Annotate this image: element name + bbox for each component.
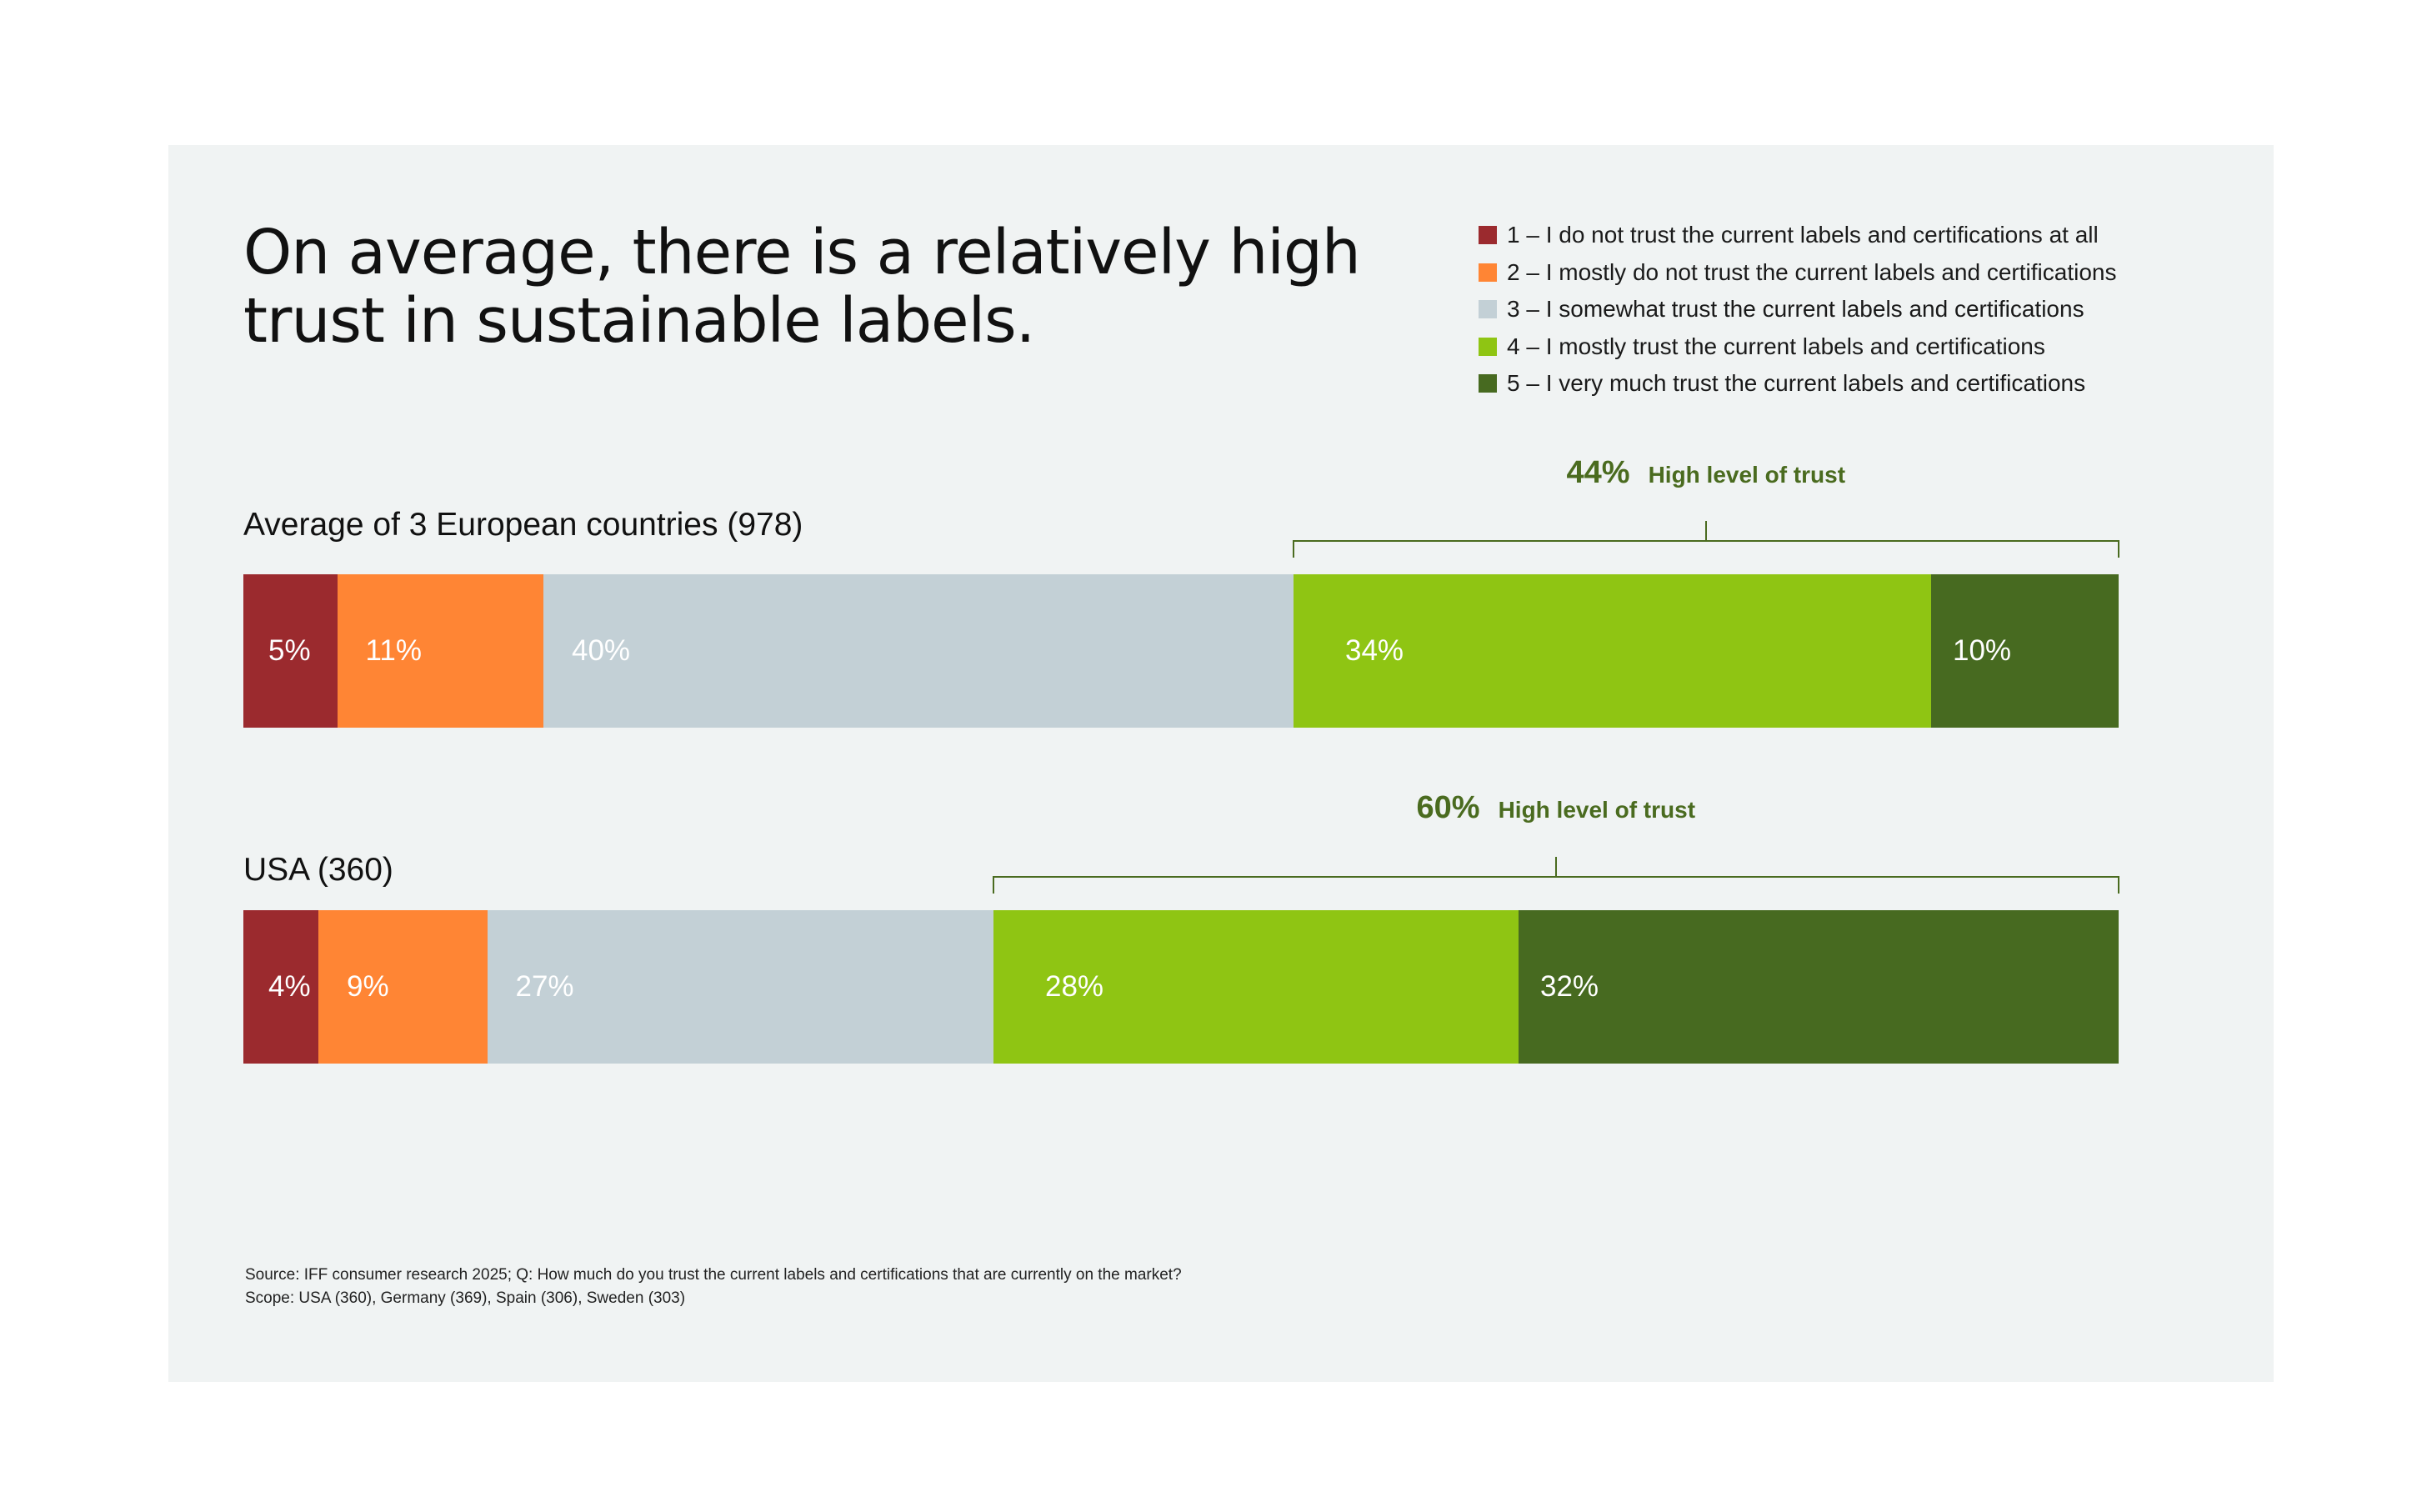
high-trust-text: High level of trust bbox=[1648, 462, 1846, 488]
segment-value-label: 32% bbox=[1540, 970, 1599, 1003]
legend-swatch bbox=[1479, 226, 1497, 245]
chart-panel: On average, there is a relatively high t… bbox=[168, 145, 2274, 1382]
bar-segment-4: 34% bbox=[1294, 574, 1931, 728]
bracket-line bbox=[993, 857, 2119, 894]
legend-item-5: 5 – I very much trust the current labels… bbox=[1479, 365, 2229, 403]
bar-segment-5: 10% bbox=[1931, 574, 2119, 728]
segment-value-label: 11% bbox=[365, 634, 422, 667]
legend-item-2: 2 – I mostly do not trust the current la… bbox=[1479, 254, 2229, 292]
high-trust-value: 44% bbox=[1566, 455, 1630, 490]
legend-label: 3 – I somewhat trust the current labels … bbox=[1507, 296, 2084, 323]
legend-swatch bbox=[1479, 300, 1497, 319]
source-line: Source: IFF consumer research 2025; Q: H… bbox=[245, 1266, 1182, 1284]
legend-swatch bbox=[1479, 337, 1497, 356]
stacked-bar: 4% 9% 27% 28% 32% bbox=[243, 910, 2119, 1064]
segment-value-label: 10% bbox=[1953, 634, 2012, 667]
legend: 1 – I do not trust the current labels an… bbox=[1479, 217, 2229, 403]
bar-segment-1: 4% bbox=[243, 910, 318, 1064]
stacked-bar: 5% 11% 40% 34% 10% bbox=[243, 574, 2119, 728]
legend-label: 4 – I mostly trust the current labels an… bbox=[1507, 333, 2045, 359]
bar-segment-3: 27% bbox=[487, 910, 993, 1064]
bar-segment-2: 11% bbox=[337, 574, 543, 728]
legend-item-3: 3 – I somewhat trust the current labels … bbox=[1479, 291, 2229, 328]
legend-item-4: 4 – I mostly trust the current labels an… bbox=[1479, 328, 2229, 366]
bar-segment-2: 9% bbox=[318, 910, 488, 1064]
legend-item-1: 1 – I do not trust the current labels an… bbox=[1479, 217, 2229, 254]
high-trust-value: 60% bbox=[1416, 790, 1480, 825]
high-trust-annotation: 44% High level of trust bbox=[1567, 455, 1846, 491]
bar-segment-3: 40% bbox=[543, 574, 1294, 728]
legend-label: 1 – I do not trust the current labels an… bbox=[1507, 222, 2099, 248]
segment-value-label: 34% bbox=[1345, 634, 1404, 667]
chart-title: On average, there is a relatively high t… bbox=[243, 217, 1361, 357]
scope-line: Scope: USA (360), Germany (369), Spain (… bbox=[245, 1289, 686, 1307]
segment-value-label: 4% bbox=[268, 970, 311, 1003]
bar-segment-4: 28% bbox=[993, 910, 1519, 1064]
high-trust-text: High level of trust bbox=[1498, 797, 1696, 823]
segment-value-label: 5% bbox=[268, 634, 311, 667]
legend-swatch bbox=[1479, 374, 1497, 393]
segment-value-label: 40% bbox=[572, 634, 631, 667]
source-note: Source: IFF consumer research 2025; Q: H… bbox=[245, 1264, 1182, 1310]
legend-label: 2 – I mostly do not trust the current la… bbox=[1507, 258, 2117, 285]
group-label: Average of 3 European countries (978) bbox=[243, 507, 803, 543]
legend-swatch bbox=[1479, 263, 1497, 282]
segment-value-label: 28% bbox=[1045, 970, 1104, 1003]
legend-label: 5 – I very much trust the current labels… bbox=[1507, 370, 2086, 397]
group-label: USA (360) bbox=[243, 852, 393, 888]
bar-segment-5: 32% bbox=[1519, 910, 2119, 1064]
bar-segment-1: 5% bbox=[243, 574, 338, 728]
bracket-line bbox=[1293, 521, 2119, 558]
segment-value-label: 27% bbox=[515, 970, 574, 1003]
high-trust-annotation: 60% High level of trust bbox=[1417, 790, 1696, 826]
segment-value-label: 9% bbox=[347, 970, 389, 1003]
